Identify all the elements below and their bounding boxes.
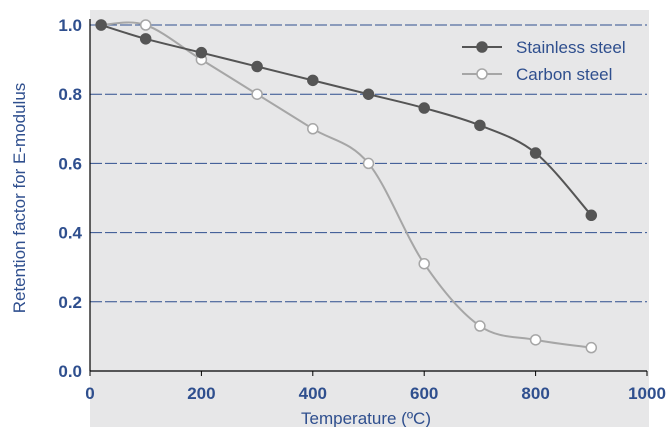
series-stainless-steel xyxy=(95,19,598,222)
data-point-carbon-steel-400 xyxy=(307,123,319,135)
x-tick-label-400: 400 xyxy=(299,384,327,403)
x-tick-label-800: 800 xyxy=(521,384,549,403)
series-line-stainless-steel xyxy=(100,24,593,216)
data-point-stainless-steel-600 xyxy=(418,102,430,114)
data-point-carbon-steel-700 xyxy=(474,320,486,332)
y-tick-label-0-8: 0.8 xyxy=(58,85,82,104)
x-tick-label-600: 600 xyxy=(410,384,438,403)
data-point-stainless-steel-100 xyxy=(139,33,152,45)
series-line-carbon-steel xyxy=(101,21,592,349)
data-point-stainless-steel-400 xyxy=(307,74,319,87)
data-point-carbon-steel-600 xyxy=(418,257,430,270)
data-point-stainless-steel-20 xyxy=(95,19,107,31)
series xyxy=(95,19,598,354)
y-tick-label-0-4: 0.4 xyxy=(58,224,82,243)
data-point-stainless-steel-500 xyxy=(362,88,375,100)
data-point-stainless-steel-900 xyxy=(585,209,598,222)
data-point-carbon-steel-300 xyxy=(251,88,263,100)
y-axis-title: Retention factor for E-modulus xyxy=(10,83,29,314)
data-point-carbon-steel-500 xyxy=(362,157,375,170)
x-axis-title: Temperature (ºC) xyxy=(301,409,431,427)
legend-label-carbon-steel: Carbon steel xyxy=(516,65,612,84)
y-tick-label-0-0: 0.0 xyxy=(58,362,82,381)
plot-area xyxy=(90,10,649,427)
x-tick-label-1000: 1000 xyxy=(628,384,666,403)
x-tick-label-200: 200 xyxy=(187,384,215,403)
x-tick-label-0: 0 xyxy=(85,384,94,403)
y-tick-label-0-6: 0.6 xyxy=(58,154,82,173)
legend-label-stainless-steel: Stainless steel xyxy=(516,38,626,57)
data-point-stainless-steel-800 xyxy=(529,147,542,159)
y-tick-label-1-0: 1.0 xyxy=(58,16,82,35)
legend-marker-stainless-steel xyxy=(476,41,488,53)
data-point-stainless-steel-200 xyxy=(195,46,208,59)
y-tick-labels: 0.0 0.2 0.4 0.6 0.8 1.0 xyxy=(58,16,82,381)
x-tick-labels: 0 200 400 600 800 1000 xyxy=(85,384,666,403)
data-point-carbon-steel-900 xyxy=(585,341,598,354)
axes xyxy=(89,19,648,376)
legend-item-stainless-steel: Stainless steel xyxy=(462,38,626,57)
legend-item-carbon-steel: Carbon steel xyxy=(462,65,612,84)
y-tick-label-0-2: 0.2 xyxy=(58,293,82,312)
data-point-stainless-steel-700 xyxy=(474,119,486,132)
legend: Stainless steel Carbon steel xyxy=(462,38,626,84)
data-point-carbon-steel-100 xyxy=(139,19,152,31)
data-point-stainless-steel-300 xyxy=(251,60,263,73)
data-point-carbon-steel-800 xyxy=(529,334,542,346)
legend-marker-carbon-steel xyxy=(476,68,488,80)
